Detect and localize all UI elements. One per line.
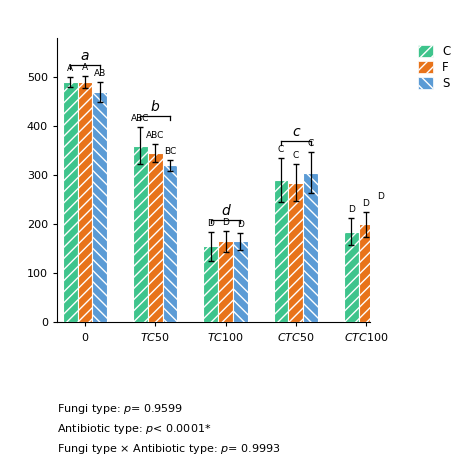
Bar [92, 92, 107, 322]
Text: D: D [222, 218, 229, 227]
Legend: C, F, S: C, F, S [417, 44, 451, 91]
Bar [133, 146, 148, 322]
Text: D: D [237, 219, 244, 228]
Text: D: D [377, 191, 384, 201]
Bar [374, 219, 388, 322]
Bar [303, 173, 318, 322]
Text: D: D [207, 219, 214, 228]
Bar [359, 224, 374, 322]
Bar [163, 165, 177, 322]
Text: BC: BC [164, 146, 176, 155]
Text: d: d [221, 204, 230, 218]
Text: AB: AB [94, 69, 106, 78]
Bar [273, 180, 288, 322]
Bar [148, 153, 163, 322]
Text: C: C [308, 139, 314, 148]
Text: C: C [292, 151, 299, 160]
Text: D: D [363, 199, 369, 208]
Text: C: C [278, 145, 284, 154]
Text: b: b [151, 100, 160, 114]
Text: A: A [67, 64, 73, 73]
Text: a: a [81, 49, 89, 64]
Bar [233, 241, 248, 322]
Text: ABC: ABC [131, 114, 150, 123]
Bar [344, 232, 359, 322]
Bar [63, 82, 78, 322]
Text: A: A [82, 63, 88, 72]
Bar [218, 241, 233, 322]
Text: Fungi type: $p$= 0.9599
Antibiotic type: $p$< 0.0001*
Fungi type × Antibiotic ty: Fungi type: $p$= 0.9599 Antibiotic type:… [57, 402, 281, 456]
Bar [288, 182, 303, 322]
Bar [203, 246, 218, 322]
Text: D: D [348, 205, 355, 214]
Text: c: c [292, 126, 300, 139]
Text: ABC: ABC [146, 131, 164, 140]
Bar [78, 82, 92, 322]
